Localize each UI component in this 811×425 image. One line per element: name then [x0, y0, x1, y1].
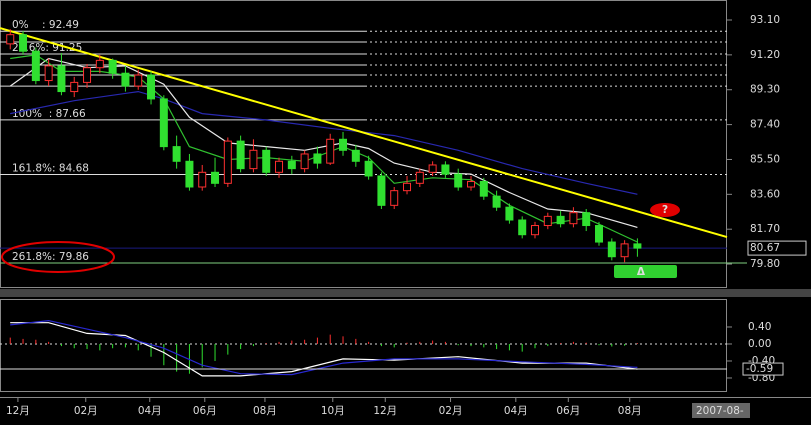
- x-tick-label: 02月: [74, 405, 98, 417]
- date-label: 2007-08-: [696, 405, 744, 417]
- candle-body: [351, 149, 360, 162]
- x-tick-label: 08月: [618, 405, 642, 417]
- fib-label: 0% : 92.49: [12, 19, 79, 31]
- candle-body: [313, 153, 322, 164]
- signal-text: Δ: [637, 266, 646, 278]
- candle-body: [44, 65, 53, 82]
- candle-body: [339, 138, 348, 151]
- candle-body: [275, 160, 284, 173]
- trend-line: [0, 27, 728, 239]
- y-tick-label: 87.40: [750, 119, 780, 131]
- candle-body: [441, 164, 450, 175]
- candle-body: [595, 225, 604, 243]
- y-tick-label: 79.80: [750, 258, 780, 270]
- candle-body: [390, 190, 399, 206]
- candle-body: [147, 74, 156, 100]
- macd-frame: [0, 299, 727, 392]
- candle-body: [300, 153, 309, 170]
- last-price-box: [747, 240, 807, 256]
- x-tick-label: 12月: [6, 405, 30, 417]
- splitter[interactable]: [0, 289, 811, 297]
- candle-body: [582, 212, 591, 227]
- candle-body: [249, 149, 258, 170]
- candle-body: [428, 164, 437, 173]
- date-box: [692, 403, 750, 418]
- candle-body: [95, 59, 104, 69]
- candle-body: [377, 175, 386, 206]
- y-tick-label: 89.30: [750, 84, 780, 96]
- candle-body: [287, 160, 296, 170]
- candle-body: [198, 171, 207, 188]
- highlight-ring: [1, 240, 115, 273]
- y-tick-label: 93.10: [750, 14, 780, 26]
- candle-body: [211, 171, 220, 184]
- candle-body: [134, 74, 143, 87]
- last-price-label: 80.67: [750, 242, 780, 254]
- candle-body: [556, 215, 565, 225]
- macd-line: [10, 319, 638, 376]
- candle-body: [531, 225, 540, 236]
- x-tick-label: 06月: [556, 405, 580, 417]
- moving-average: [10, 90, 638, 195]
- candle-body: [236, 140, 245, 170]
- x-tick-label: 04月: [138, 405, 162, 417]
- x-tick-label: 06月: [193, 405, 217, 417]
- y-tick-label: 83.60: [750, 188, 780, 200]
- candle-body: [479, 180, 488, 197]
- x-tick-label: 08月: [253, 405, 277, 417]
- fib-label: 161.8%: 84.68: [12, 163, 89, 175]
- candle-body: [505, 206, 514, 221]
- candle-body: [518, 219, 527, 236]
- candle-body: [467, 180, 476, 188]
- candle-body: [121, 72, 130, 87]
- candle-body: [172, 146, 181, 162]
- candle-body: [492, 195, 501, 208]
- candle-body: [19, 34, 28, 52]
- last-value-box: [742, 362, 784, 376]
- fib-label: 261.8%: 79.86: [12, 251, 89, 263]
- candle-body: [70, 81, 79, 93]
- signal-marker[interactable]: [650, 203, 680, 217]
- candle-body: [454, 173, 463, 188]
- candle-body: [415, 171, 424, 184]
- candle-body: [108, 59, 117, 74]
- candle-body: [569, 212, 578, 225]
- x-tick-label: 04月: [504, 405, 528, 417]
- y-tick-label: 0.40: [748, 321, 771, 333]
- candle-body: [223, 140, 232, 184]
- candle-body: [31, 50, 40, 82]
- x-tick-label: 10月: [321, 405, 345, 417]
- y-tick-label: 0.00: [748, 338, 771, 350]
- fib-label: 100% : 87.66: [12, 108, 86, 120]
- candle-body: [543, 215, 552, 227]
- x-tick-label: 12月: [373, 405, 397, 417]
- candle-body: [607, 241, 616, 258]
- y-tick-label: 81.70: [750, 223, 780, 235]
- candle-body: [262, 149, 271, 173]
- candle-body: [185, 160, 194, 188]
- candle-body: [6, 34, 15, 45]
- y-tick-label: 85.50: [750, 153, 780, 165]
- candle-body: [620, 243, 629, 258]
- price-frame: [0, 0, 727, 288]
- x-tick-label: 02月: [439, 405, 463, 417]
- signal-text: ?: [662, 204, 668, 216]
- candle-body: [403, 182, 412, 192]
- candle-body: [326, 138, 335, 164]
- candle-body: [633, 243, 642, 249]
- last-value-label: -0.59: [746, 363, 773, 375]
- candle-body: [57, 65, 66, 93]
- y-tick-label: 91.20: [750, 49, 780, 61]
- candle-body: [159, 98, 168, 148]
- candle-body: [83, 67, 92, 83]
- signal-marker[interactable]: [614, 265, 677, 278]
- fib-label: 23.6%: 91.25: [12, 42, 82, 54]
- candle-body: [364, 160, 373, 177]
- moving-average: [9, 57, 638, 228]
